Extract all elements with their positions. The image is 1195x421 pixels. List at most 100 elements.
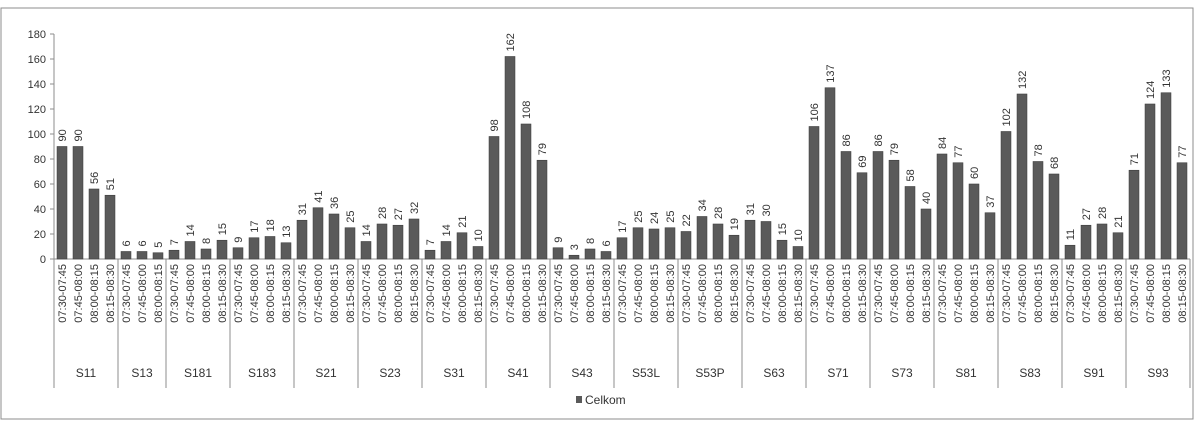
bar bbox=[1176, 162, 1188, 260]
bar bbox=[376, 223, 388, 260]
bar bbox=[840, 151, 852, 260]
data-label: 18 bbox=[265, 219, 277, 231]
x-tick-label: 08:00-08:15 bbox=[841, 264, 853, 323]
data-label: 28 bbox=[713, 207, 725, 219]
bar bbox=[312, 207, 324, 260]
bar bbox=[776, 239, 788, 260]
data-label: 28 bbox=[377, 207, 389, 219]
x-tick-label: 07:45-08:00 bbox=[761, 264, 773, 323]
bar bbox=[1000, 131, 1012, 260]
x-tick-label: 08:00-08:15 bbox=[649, 264, 661, 323]
data-label: 8 bbox=[585, 238, 597, 244]
bar bbox=[984, 212, 996, 260]
y-tick-label: 80 bbox=[34, 154, 46, 166]
x-tick-label: 07:45-08:00 bbox=[377, 264, 389, 323]
bar bbox=[824, 87, 836, 260]
group-label: S53L bbox=[632, 366, 660, 380]
x-tick-label: 07:45-08:00 bbox=[505, 264, 517, 323]
x-tick-label: 07:30-07:45 bbox=[809, 264, 821, 323]
x-tick-label: 07:30-07:45 bbox=[361, 264, 373, 323]
data-label: 77 bbox=[953, 146, 965, 158]
bar bbox=[488, 136, 500, 260]
x-tick-label: 07:30-07:45 bbox=[425, 264, 437, 323]
data-label: 51 bbox=[105, 178, 117, 190]
x-tick-label: 08:15-08:30 bbox=[1049, 264, 1061, 323]
bar bbox=[104, 194, 116, 260]
bar bbox=[792, 246, 804, 260]
legend-swatch bbox=[576, 396, 582, 403]
bar bbox=[712, 223, 724, 260]
x-tick-label: 07:45-08:00 bbox=[313, 264, 325, 323]
bar bbox=[664, 227, 676, 260]
bar bbox=[88, 188, 100, 260]
x-tick-label: 07:45-08:00 bbox=[249, 264, 261, 323]
data-label: 9 bbox=[553, 237, 565, 243]
bar bbox=[328, 213, 340, 260]
group-label: S183 bbox=[248, 366, 276, 380]
data-label: 79 bbox=[537, 143, 549, 155]
data-label: 6 bbox=[121, 240, 133, 246]
bar bbox=[872, 151, 884, 260]
y-tick-label: 160 bbox=[28, 54, 46, 66]
bar bbox=[568, 254, 580, 260]
bar bbox=[552, 247, 564, 260]
x-tick-label: 07:30-07:45 bbox=[1001, 264, 1013, 323]
bar bbox=[456, 232, 468, 260]
x-tick-label: 08:15-08:30 bbox=[1113, 264, 1125, 323]
data-label: 5 bbox=[153, 242, 165, 248]
bar bbox=[616, 237, 628, 260]
x-tick-label: 07:30-07:45 bbox=[1129, 264, 1141, 323]
data-label: 22 bbox=[681, 214, 693, 226]
x-tick-label: 07:30-07:45 bbox=[297, 264, 309, 323]
data-label: 68 bbox=[1049, 157, 1061, 169]
chart-frame bbox=[0, 7, 1194, 420]
x-tick-label: 07:45-08:00 bbox=[633, 264, 645, 323]
data-label: 84 bbox=[937, 137, 949, 149]
x-tick-label: 07:30-07:45 bbox=[745, 264, 757, 323]
data-label: 13 bbox=[281, 226, 293, 238]
x-tick-label: 08:00-08:15 bbox=[89, 264, 101, 323]
x-tick-label: 08:00-08:15 bbox=[153, 264, 165, 323]
bar bbox=[728, 234, 740, 260]
bar bbox=[136, 251, 148, 260]
x-tick-label: 07:45-08:00 bbox=[185, 264, 197, 323]
data-label: 41 bbox=[313, 191, 325, 203]
bar bbox=[968, 183, 980, 260]
data-label: 71 bbox=[1129, 153, 1141, 165]
y-tick-label: 140 bbox=[28, 79, 46, 91]
data-label: 78 bbox=[1033, 144, 1045, 156]
x-tick-label: 08:15-08:30 bbox=[793, 264, 805, 323]
bar bbox=[536, 159, 548, 260]
y-tick-label: 40 bbox=[34, 204, 46, 216]
data-label: 37 bbox=[985, 196, 997, 208]
data-label: 79 bbox=[889, 143, 901, 155]
data-label: 30 bbox=[761, 204, 773, 216]
x-tick-label: 08:15-08:30 bbox=[217, 264, 229, 323]
bar bbox=[1128, 169, 1140, 260]
x-tick-label: 08:15-08:30 bbox=[105, 264, 117, 323]
x-tick-label: 07:45-08:00 bbox=[1017, 264, 1029, 323]
group-label: S181 bbox=[184, 366, 212, 380]
bar bbox=[888, 159, 900, 260]
data-label: 10 bbox=[793, 229, 805, 241]
data-label: 11 bbox=[1065, 229, 1077, 240]
bar bbox=[72, 146, 84, 260]
legend-label: Celkom bbox=[585, 393, 626, 407]
x-tick-label: 08:15-08:30 bbox=[985, 264, 997, 323]
data-label: 58 bbox=[905, 169, 917, 181]
bar bbox=[56, 146, 68, 260]
data-label: 133 bbox=[1161, 69, 1173, 87]
bar bbox=[1016, 93, 1028, 260]
data-label: 69 bbox=[857, 156, 869, 168]
data-label: 98 bbox=[489, 119, 501, 131]
data-label: 86 bbox=[873, 134, 885, 146]
group-label: S31 bbox=[443, 366, 465, 380]
data-label: 90 bbox=[73, 129, 85, 141]
data-label: 6 bbox=[601, 240, 613, 246]
x-tick-label: 07:30-07:45 bbox=[233, 264, 245, 323]
x-tick-label: 08:15-08:30 bbox=[537, 264, 549, 323]
group-label: S81 bbox=[955, 366, 977, 380]
data-label: 132 bbox=[1017, 71, 1029, 89]
